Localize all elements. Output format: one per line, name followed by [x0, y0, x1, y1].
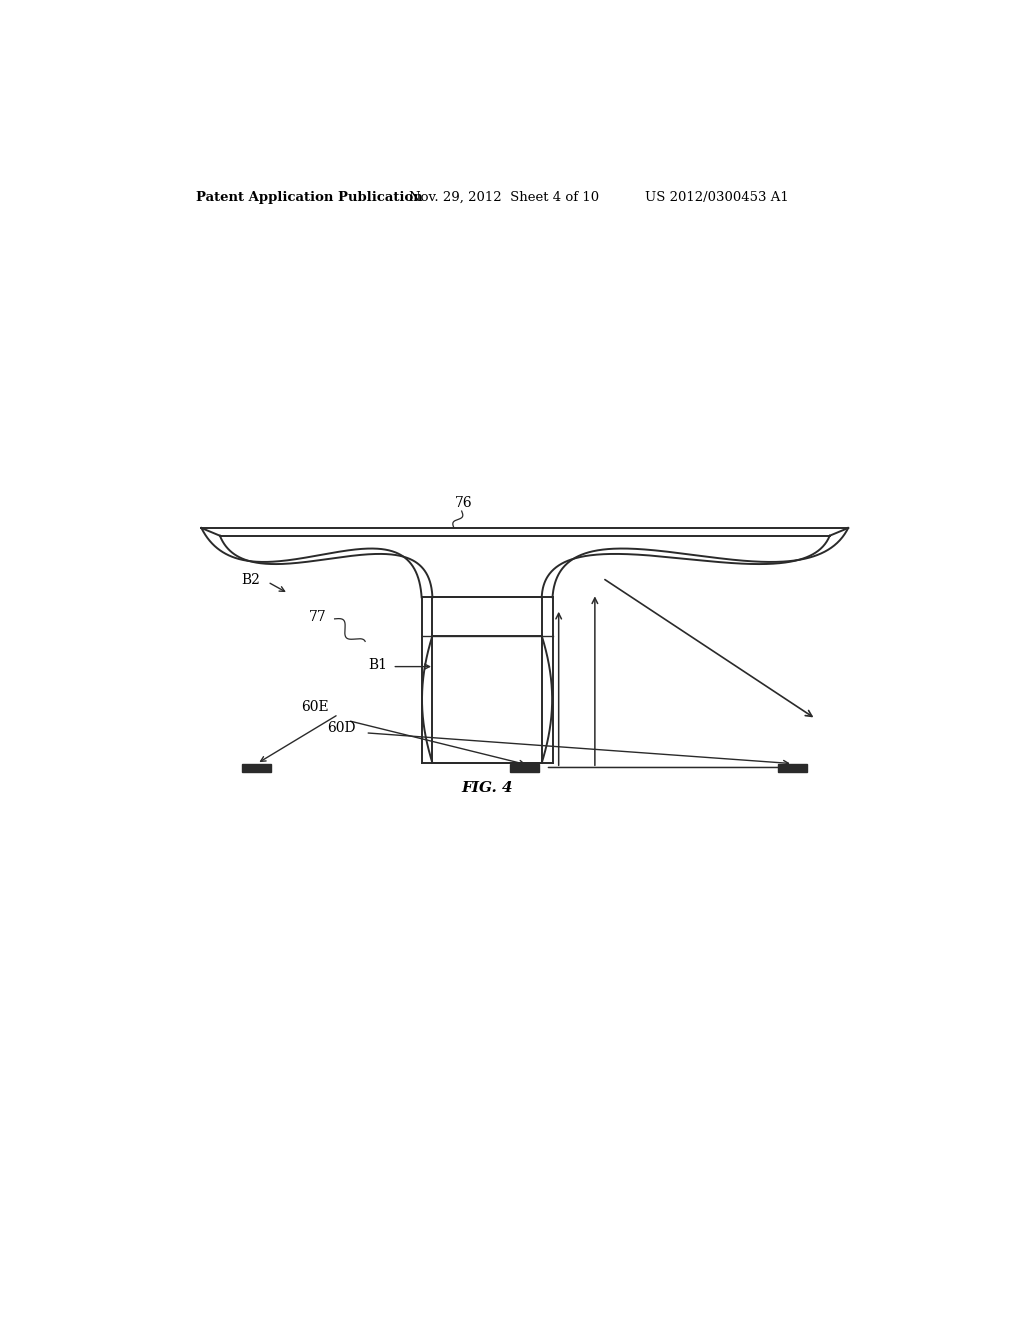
Polygon shape	[243, 764, 271, 772]
Text: 60D: 60D	[327, 721, 355, 735]
Text: US 2012/0300453 A1: US 2012/0300453 A1	[645, 191, 788, 203]
Text: B1: B1	[368, 659, 387, 672]
Text: Patent Application Publication: Patent Application Publication	[196, 191, 423, 203]
Polygon shape	[510, 764, 540, 772]
Text: 76: 76	[455, 496, 472, 511]
Text: 60E: 60E	[302, 700, 330, 714]
Text: Nov. 29, 2012  Sheet 4 of 10: Nov. 29, 2012 Sheet 4 of 10	[410, 191, 599, 203]
Text: 77: 77	[309, 610, 327, 623]
Text: FIG. 4: FIG. 4	[461, 781, 513, 795]
Text: B2: B2	[241, 573, 260, 586]
Polygon shape	[778, 764, 807, 772]
